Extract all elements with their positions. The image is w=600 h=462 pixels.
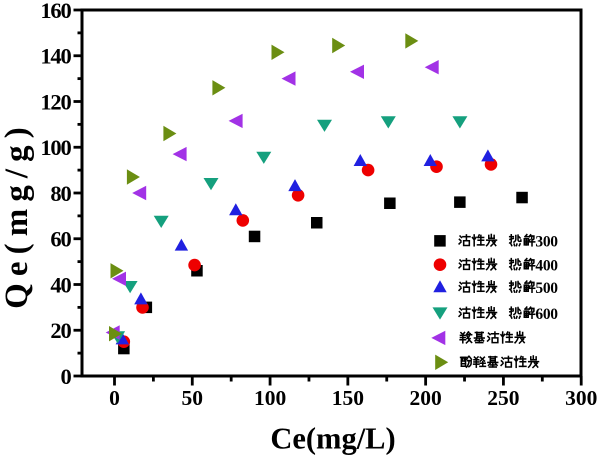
svg-text:500: 500 (535, 280, 558, 297)
svg-text:60: 60 (50, 227, 71, 252)
svg-text:160: 160 (40, 0, 71, 23)
svg-text:0: 0 (60, 364, 71, 389)
svg-text:100: 100 (40, 135, 71, 160)
svg-text:600: 600 (535, 306, 558, 323)
svg-text:Qe(mg/g): Qe(mg/g) (0, 120, 35, 309)
svg-text:150: 150 (332, 386, 364, 410)
svg-text:40: 40 (50, 272, 71, 297)
svg-text:120: 120 (40, 89, 71, 114)
svg-text:Ce(mg/L): Ce(mg/L) (270, 422, 395, 456)
svg-text:300: 300 (535, 233, 558, 250)
svg-text:200: 200 (410, 386, 442, 410)
svg-text:300: 300 (565, 386, 597, 410)
svg-text:80: 80 (50, 181, 71, 206)
svg-text:0: 0 (109, 386, 120, 410)
svg-text:400: 400 (535, 257, 558, 274)
svg-text:250: 250 (487, 386, 519, 410)
svg-text:20: 20 (50, 318, 71, 343)
svg-text:140: 140 (40, 44, 71, 69)
svg-text:100: 100 (254, 386, 286, 410)
svg-text:50: 50 (182, 386, 204, 410)
